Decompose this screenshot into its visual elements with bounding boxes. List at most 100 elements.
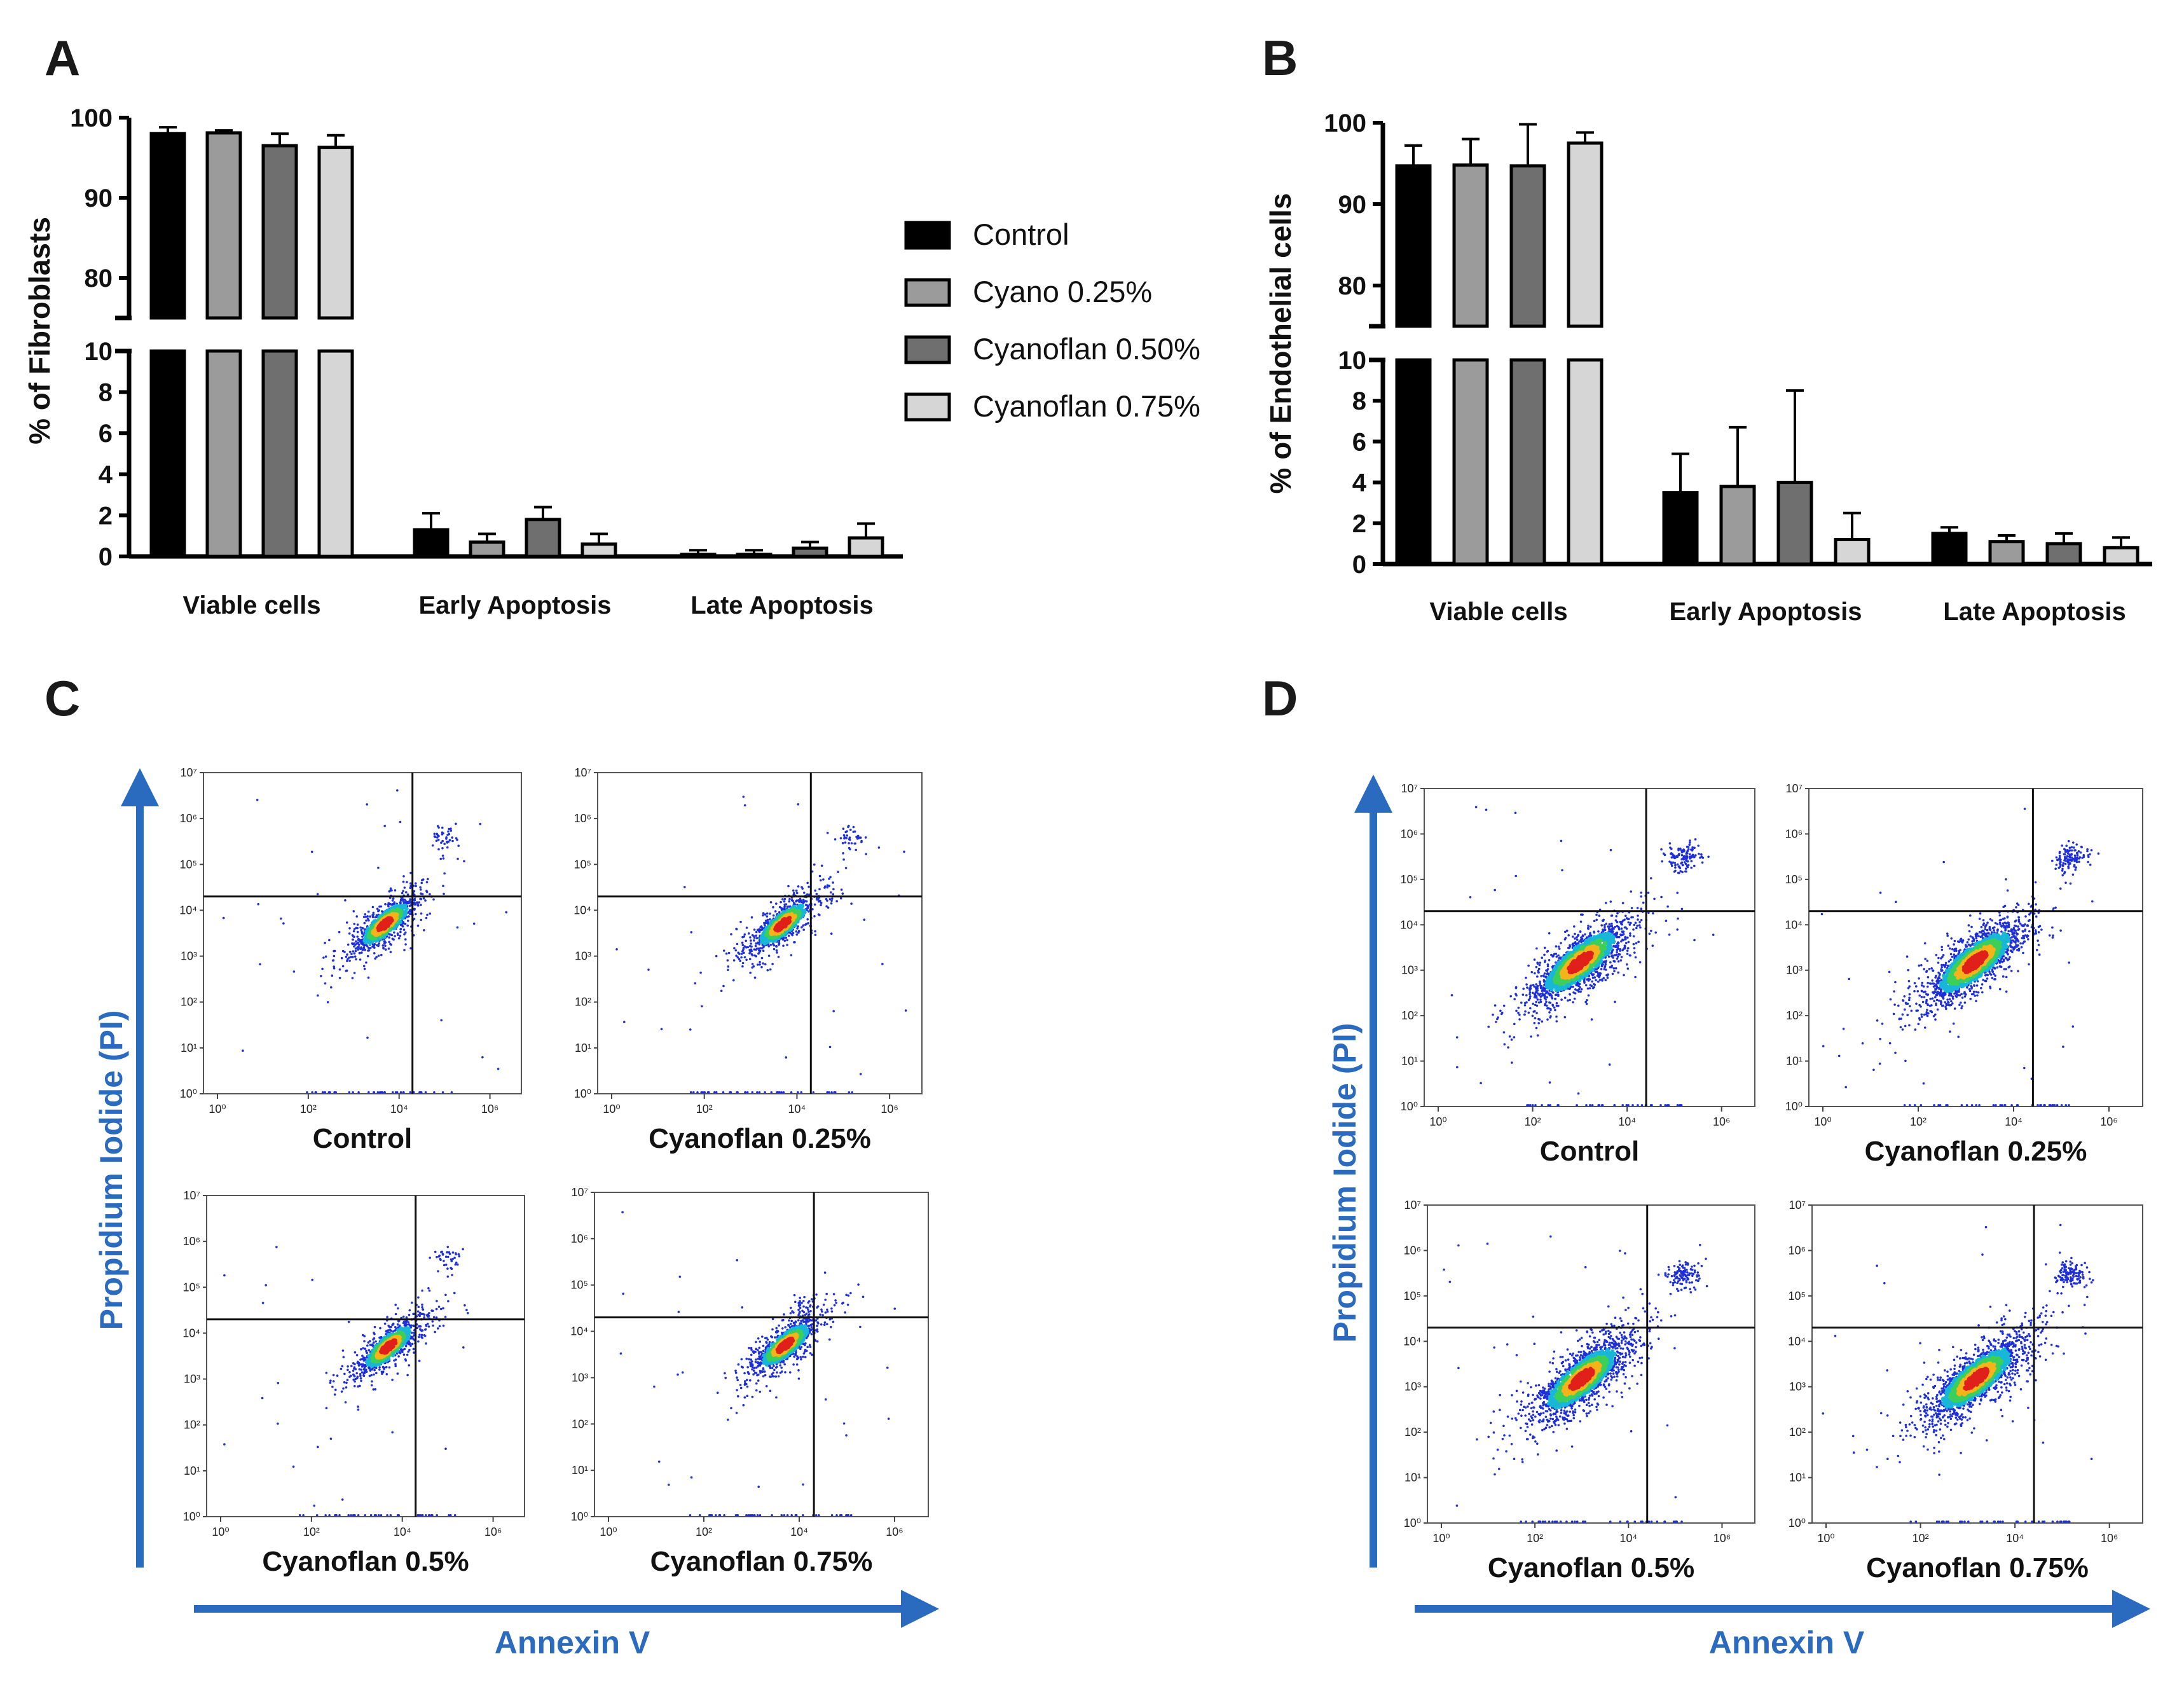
event-dot (1669, 846, 1672, 849)
event-dot (743, 933, 746, 936)
event-dot (1608, 925, 1611, 928)
event-dot (391, 937, 394, 941)
event-dot (814, 1514, 818, 1517)
event-dot (383, 825, 386, 827)
event-dot (367, 976, 370, 979)
event-dot (734, 1369, 737, 1372)
event-dot (1557, 954, 1560, 957)
event-dot (689, 1091, 692, 1094)
event-dot (771, 963, 774, 965)
event-dot (1487, 1025, 1490, 1028)
event-dot (446, 1246, 450, 1248)
event-dot (373, 1325, 376, 1328)
event-dot (223, 1443, 226, 1445)
event-dot (376, 944, 378, 947)
event-dot (427, 878, 429, 881)
flow-x-tick-label: 10⁰ (209, 1103, 226, 1115)
event-dot (1636, 907, 1639, 909)
event-dot (393, 931, 395, 934)
event-dot (1530, 970, 1533, 974)
event-dot (457, 1263, 459, 1266)
event-dot (887, 1417, 890, 1420)
event-dot (1586, 999, 1588, 1002)
event-dot (370, 1384, 373, 1387)
event-dot (373, 952, 376, 955)
event-dot (455, 822, 457, 825)
event-dot (378, 1366, 381, 1368)
event-dot (354, 1384, 356, 1388)
event-dot (348, 927, 351, 930)
event-dot (396, 789, 399, 792)
event-dot (1647, 892, 1650, 894)
event-dot (753, 976, 757, 979)
event-dot (341, 1365, 344, 1368)
event-dot (1574, 988, 1577, 991)
event-dot (348, 956, 350, 959)
event-dot (1529, 995, 1532, 998)
bar (680, 553, 717, 558)
event-dot (441, 854, 444, 857)
event-dot (1621, 923, 1623, 926)
event-dot (429, 912, 432, 915)
event-dot (772, 914, 775, 917)
event-dot (778, 911, 781, 914)
event-dot (1563, 1016, 1567, 1019)
event-dot (1674, 869, 1677, 872)
legend-label: Cyanoflan 0.75% (973, 389, 1200, 423)
event-dot (1697, 844, 1700, 847)
event-dot (1666, 905, 1669, 908)
event-dot (362, 1347, 364, 1349)
event-dot (443, 1260, 445, 1262)
bar (1567, 358, 1604, 566)
event-dot (700, 1091, 703, 1094)
event-dot (762, 962, 764, 965)
flow-y-tick-label: 10⁶ (183, 1235, 200, 1248)
event-dot (382, 946, 385, 949)
y-tick-label: 2 (99, 502, 113, 530)
event-dot (795, 930, 798, 933)
y-tick-label: 90 (85, 184, 113, 212)
event-dot (354, 1363, 356, 1365)
event-dot (1626, 963, 1628, 966)
event-dot (355, 940, 357, 943)
event-dot (727, 951, 731, 955)
event-dot (455, 1253, 457, 1256)
event-dot (760, 926, 764, 929)
event-dot (1593, 920, 1596, 923)
event-dot (497, 1068, 500, 1070)
event-dot (420, 1335, 423, 1339)
event-dot (340, 1390, 343, 1393)
event-dot (451, 1258, 454, 1260)
event-dot (456, 926, 459, 929)
event-dot (788, 898, 791, 900)
event-dot (797, 1314, 800, 1316)
event-dot (769, 1389, 772, 1392)
event-dot (855, 848, 857, 851)
event-dot (347, 1368, 349, 1371)
event-dot (393, 1359, 395, 1362)
event-dot (823, 1271, 827, 1274)
event-dot (1537, 1017, 1540, 1021)
event-dot (748, 1346, 750, 1349)
event-dot (805, 1306, 807, 1309)
event-dot (842, 834, 846, 837)
event-dot (774, 910, 777, 913)
event-dot (451, 1274, 453, 1276)
event-dot (766, 969, 769, 972)
event-dot (1617, 960, 1620, 963)
event-dot (402, 1315, 405, 1318)
flow-y-tick-label: 10⁴ (182, 1327, 200, 1339)
event-dot (742, 947, 745, 949)
category-label: Viable cells (182, 591, 320, 619)
event-dot (753, 948, 756, 951)
event-dot (768, 1341, 771, 1344)
y-tick-label: 0 (1352, 551, 1366, 579)
event-dot (313, 1505, 316, 1507)
event-dot (748, 958, 752, 960)
event-dot (1624, 935, 1627, 939)
event-dot (865, 853, 867, 855)
event-dot (842, 1422, 846, 1425)
y-tick-label: 4 (1352, 469, 1367, 497)
event-dot (332, 1380, 335, 1382)
event-dot (699, 971, 702, 974)
